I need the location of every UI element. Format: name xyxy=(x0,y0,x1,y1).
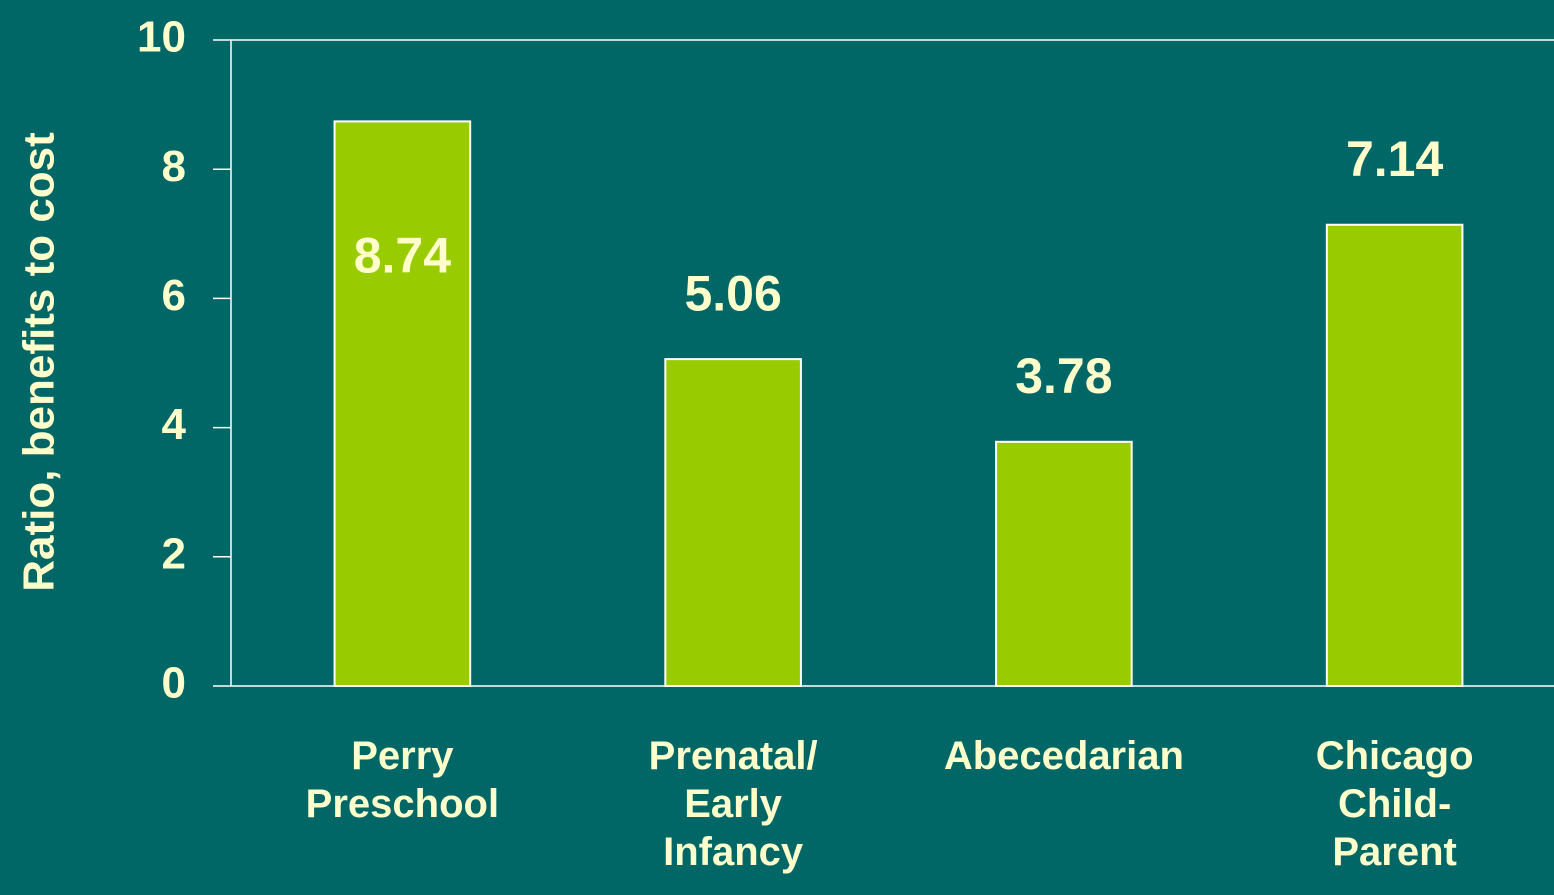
x-tick-label: Chicago Child-Parent xyxy=(1315,734,1474,874)
y-axis-title: Ratio, benefits to cost xyxy=(15,132,64,592)
y-tick-label: 0 xyxy=(162,659,186,708)
y-tick-label: 4 xyxy=(162,400,187,449)
y-tick-label: 6 xyxy=(162,271,186,320)
y-tick-label: 2 xyxy=(162,529,186,578)
y-tick-label: 10 xyxy=(137,13,186,62)
y-tick-label: 8 xyxy=(162,142,186,191)
bar xyxy=(1325,223,1464,687)
x-tick-label: Perry Preschool xyxy=(305,734,500,826)
x-tick-label: Prenatal/ Early Infancy xyxy=(648,734,818,874)
bar xyxy=(664,358,802,687)
bar xyxy=(333,120,472,687)
value-label: 8.74 xyxy=(354,228,452,284)
value-label: 7.14 xyxy=(1346,131,1444,187)
bar xyxy=(995,440,1133,688)
value-label: 5.06 xyxy=(684,265,781,321)
x-tick-label: Abecedarian xyxy=(943,734,1184,778)
value-label: 3.78 xyxy=(1015,348,1112,404)
